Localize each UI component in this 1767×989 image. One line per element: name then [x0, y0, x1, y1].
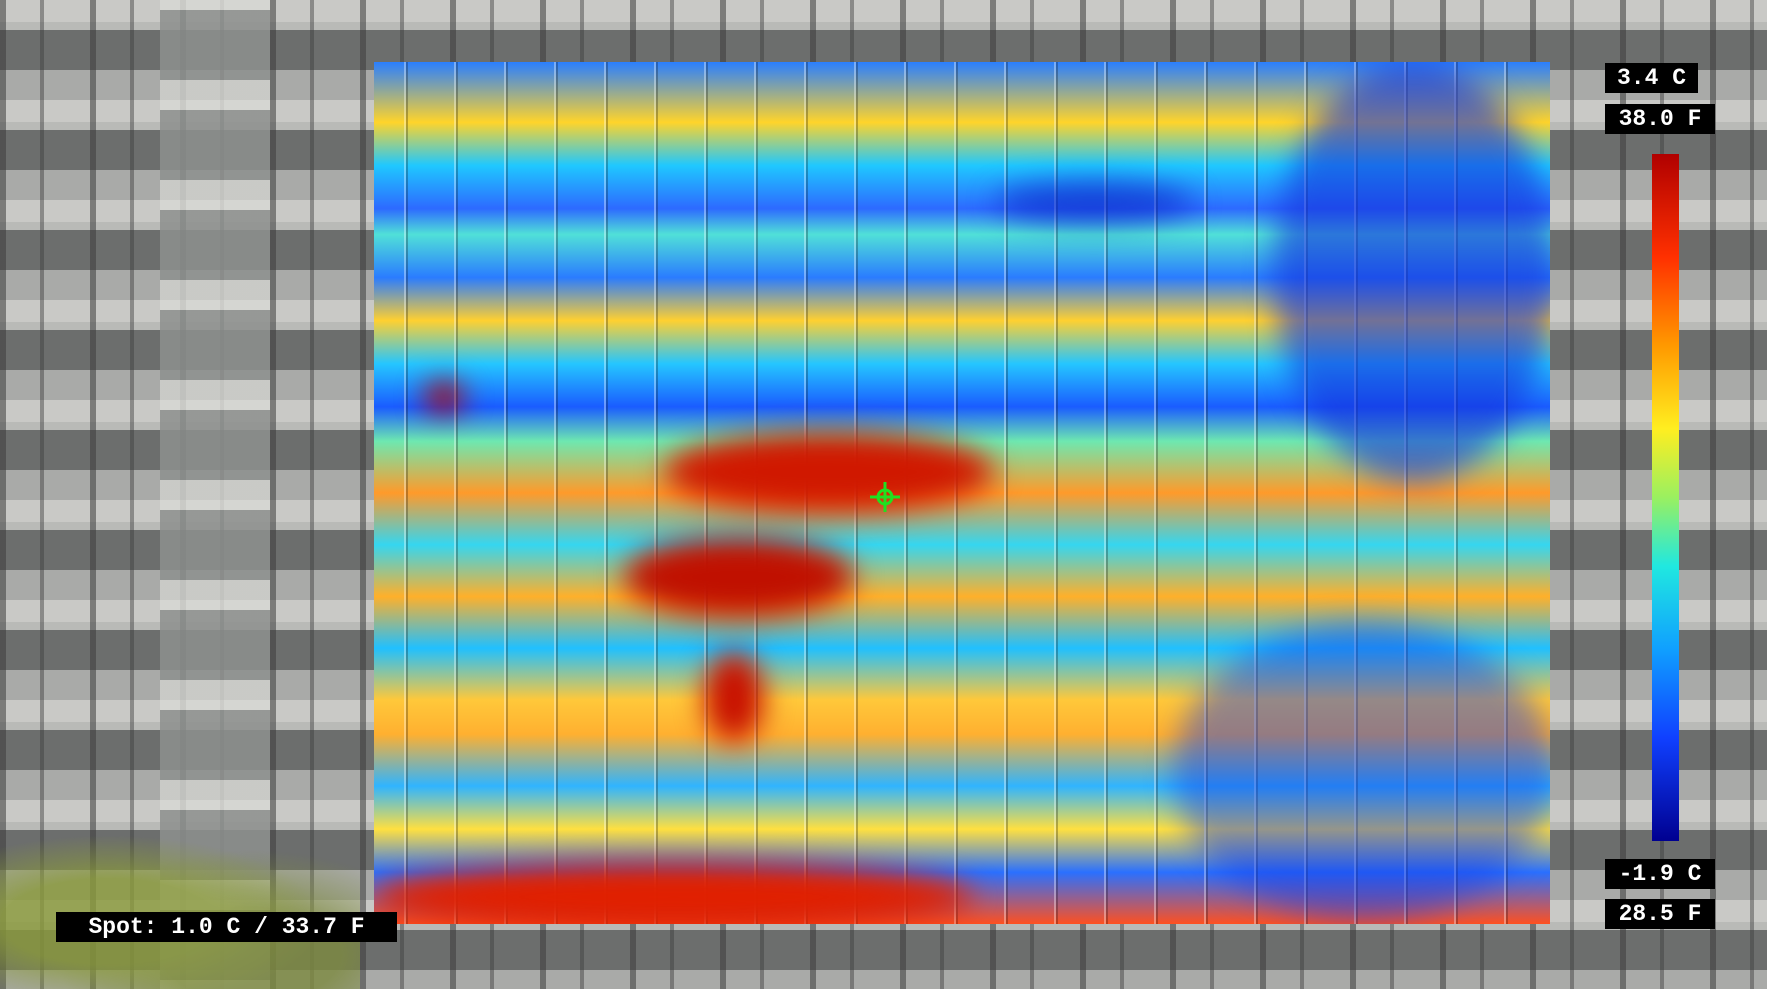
cold-area	[994, 182, 1194, 222]
color-scale-bar	[1652, 154, 1679, 841]
scale-max-fahrenheit: 38.0 F	[1605, 104, 1715, 134]
scale-min-celsius: -1.9 C	[1605, 859, 1715, 889]
hot-spot	[624, 537, 854, 617]
hot-spot	[424, 382, 464, 412]
cold-area	[1174, 622, 1550, 922]
hot-spot	[704, 652, 764, 742]
spot-reading: Spot: 1.0 C / 33.7 F	[56, 912, 397, 942]
cold-area	[1274, 62, 1550, 482]
hot-spot	[664, 432, 994, 512]
spot-crosshair	[870, 482, 900, 512]
scale-max-celsius: 3.4 C	[1605, 63, 1698, 93]
trees	[0, 820, 360, 989]
scale-min-fahrenheit: 28.5 F	[1605, 899, 1715, 929]
thermal-image	[374, 62, 1550, 924]
hot-spot	[374, 862, 974, 924]
page: 3.4 C 38.0 F -1.9 C 28.5 F Spot: 1.0 C /…	[0, 0, 1767, 989]
